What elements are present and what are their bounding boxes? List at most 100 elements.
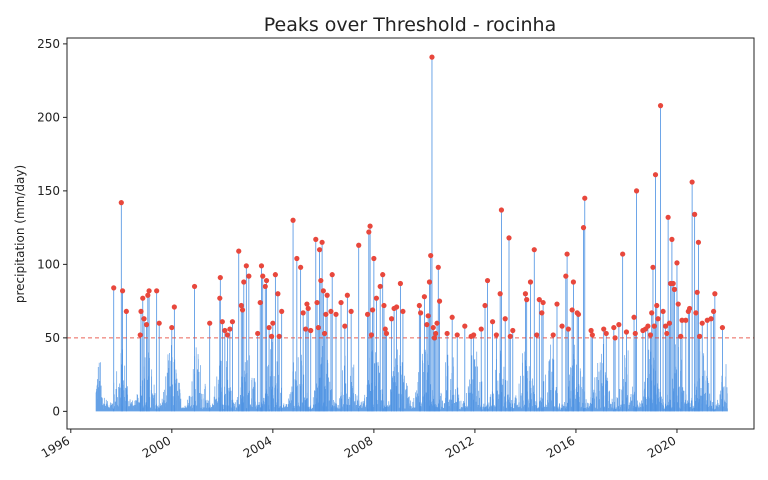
peak-point [366,229,372,235]
peak-point [371,255,377,262]
peak-point [314,299,320,306]
peak-point [119,288,126,294]
peak-point [263,277,270,284]
peak-point [693,310,699,316]
peak-point [482,302,488,309]
peak-point [217,295,223,301]
peak-point [426,279,433,285]
peak-point [370,307,376,313]
peak-point [449,314,455,320]
x-tick-label: 2016 [544,433,577,460]
peak-point [138,308,144,315]
peak-point [356,242,362,248]
peak-point [433,330,439,337]
peak-point [111,285,117,291]
peak-point [338,299,344,306]
peak-point [675,301,681,307]
y-tick-label: 150 [37,184,60,198]
peak-point [329,272,335,278]
y-tick-label: 50 [45,331,60,345]
peak-point [270,320,276,326]
peak-point [219,319,225,325]
peak-point [478,326,484,332]
peak-point [323,311,329,317]
peak-point [428,252,434,259]
peak-point [666,320,672,326]
peak-point [229,319,236,325]
peak-point [678,333,684,339]
peak-point [654,302,660,309]
peak-point [565,326,571,332]
y-tick-label: 0 [52,404,60,418]
y-tick-label: 100 [37,257,60,271]
peak-point [719,324,726,331]
peak-point [611,324,617,331]
peak-point [342,323,348,329]
peak-point [388,316,395,322]
peak-point [601,326,607,332]
peak-point [697,333,703,339]
peak-point [257,299,263,306]
peak-point [255,330,261,337]
peak-point [527,279,534,285]
x-tick-label: 2012 [443,433,476,460]
peak-point [510,327,516,334]
peak-point [689,179,695,185]
x-tick-label: 2008 [342,433,375,460]
peak-point [123,308,129,315]
peak-point [435,264,441,270]
peak-point [436,298,443,304]
peak-point [655,316,661,322]
peak-point [276,333,282,339]
peak-point [540,299,546,306]
peak-point [484,277,491,284]
y-axis: 0 50 100 150 200 250 [37,37,67,418]
peak-point [588,327,594,334]
peak-point [140,295,146,301]
peak-point [246,273,252,279]
peak-point [381,302,387,309]
peak-point [333,311,339,317]
peak-point [239,307,246,313]
peak-point [695,239,702,245]
peak-point [534,332,540,338]
peak-point [137,332,143,338]
peak-point [616,322,622,328]
peak-point [570,279,577,285]
peak-point [582,195,588,201]
peak-point [416,302,422,309]
peak-point [471,332,477,338]
peak-point [227,326,233,332]
peak-point [268,333,275,339]
peak-point [536,297,542,303]
peak-point [686,305,693,312]
peak-point [394,304,400,310]
peak-point [328,308,334,315]
peak-point [207,320,213,326]
peak-point [712,291,718,297]
peak-point [699,320,705,326]
peak-point [344,292,350,298]
peak-point [241,279,247,285]
peak-point [498,207,505,213]
peak-point [224,332,230,338]
peak-point [650,264,656,270]
peak-point [243,263,249,269]
peak-point [708,316,714,322]
peak-point [671,286,678,292]
peak-point [421,294,427,300]
peak-point [319,239,325,245]
peak-point [669,236,675,242]
peak-point [380,272,386,278]
peak-point [652,172,659,178]
peak-point [424,322,430,328]
peak-point [612,335,618,341]
peak-point [364,311,371,317]
peak-point [222,327,228,334]
peak-point [462,323,468,329]
x-tick-label: 2000 [140,433,173,460]
x-tick-label: 2004 [241,433,274,460]
peak-point [664,330,670,337]
chart-title: Peaks over Threshold - rocinha [264,14,557,36]
peak-point [238,302,244,309]
